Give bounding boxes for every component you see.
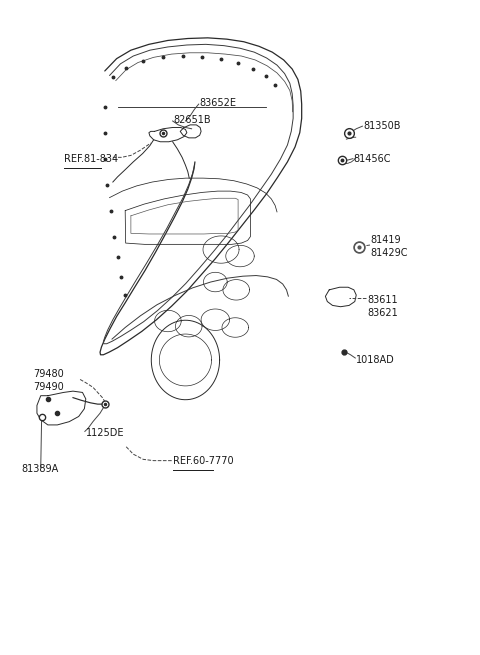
Text: REF.60-7770: REF.60-7770 bbox=[173, 456, 233, 466]
Text: 81389A: 81389A bbox=[22, 464, 59, 474]
Text: 81419: 81419 bbox=[371, 236, 401, 246]
Text: 82651B: 82651B bbox=[174, 115, 211, 124]
Text: REF.81-834: REF.81-834 bbox=[64, 154, 119, 164]
Text: 83652E: 83652E bbox=[200, 98, 237, 109]
Text: 83621: 83621 bbox=[367, 309, 398, 318]
Text: 79490: 79490 bbox=[34, 383, 64, 392]
Text: 83611: 83611 bbox=[367, 295, 398, 305]
Text: 81350B: 81350B bbox=[363, 121, 401, 131]
Text: 79480: 79480 bbox=[34, 369, 64, 379]
Text: 81456C: 81456C bbox=[354, 154, 391, 164]
Text: 81429C: 81429C bbox=[371, 248, 408, 259]
Text: 1125DE: 1125DE bbox=[86, 428, 124, 438]
Text: 1018AD: 1018AD bbox=[356, 355, 395, 365]
